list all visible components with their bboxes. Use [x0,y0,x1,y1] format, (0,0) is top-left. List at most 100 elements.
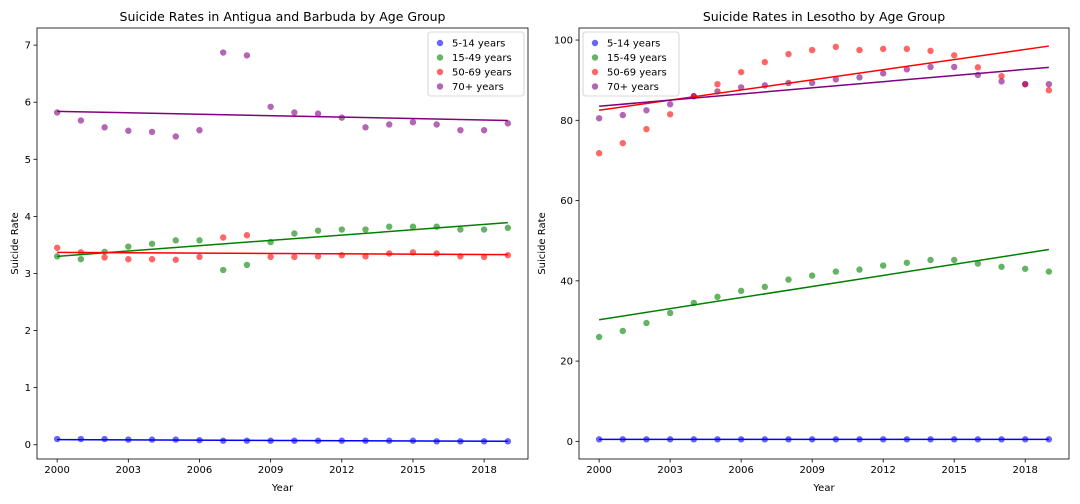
data-point-50-69-years [314,253,322,260]
data-point-50-69-years [125,255,132,263]
data-point-15-49-years [291,230,298,237]
data-point-70-years [1045,80,1053,88]
trend-line-50-69-years [57,251,508,256]
series-70-years [595,63,1053,122]
trend-line-15-49-years [57,221,508,258]
data-point-70-years [737,84,745,91]
data-point-15-49-years [595,333,603,341]
y-tick-label: 0 [567,437,573,448]
data-point-70-years [101,124,108,131]
data-point-70-years [125,127,132,134]
data-point-70-years [172,133,179,140]
data-point-50-69-years [737,68,745,76]
x-axis-label: Year [271,483,294,494]
legend-label: 70+ years [607,82,659,93]
x-tick-label: 2000 [44,465,69,476]
data-point-15-49-years [950,256,958,264]
data-point-50-69-years [338,252,345,259]
data-point-15-49-years [1045,268,1053,275]
chart-lesotho: Suicide Rates in Lesotho by Age Group Ye… [537,9,1070,494]
data-point-15-49-years [927,256,934,264]
data-point-50-69-years [196,253,203,261]
data-point-70-years [903,66,911,73]
data-point-15-49-years [856,266,863,273]
x-tick-label: 2015 [400,465,425,476]
data-point-70-years [950,63,958,71]
legend-marker-5-14-years [436,39,444,47]
x-tick-label: 2006 [728,465,753,476]
series-50-69-years [53,232,512,263]
data-point-15-49-years [879,262,887,269]
data-point-70-years [666,101,674,108]
y-tick-label: 80 [560,116,573,127]
legend-label: 15-49 years [607,53,667,64]
series-70-years [53,49,512,140]
legend-marker-50-69-years [436,68,444,76]
data-point-15-49-years [714,293,721,301]
data-point-70-years [879,70,887,77]
data-point-15-49-years [832,268,840,275]
legend-label: 5-14 years [607,39,660,50]
data-point-15-49-years [457,226,464,233]
data-point-70-years [433,121,440,128]
trend-line-5-14-years [57,438,508,443]
data-point-50-69-years [172,256,179,263]
data-point-50-69-years [504,252,512,259]
legend-marker-15-49-years [436,54,444,61]
data-point-70-years [314,110,322,117]
data-point-50-69-years [808,46,816,54]
y-tick-label: 60 [560,196,573,207]
data-point-15-49-years [77,255,85,263]
trend-line-70-years [57,110,508,122]
series-15-49-years [595,256,1053,341]
data-point-70-years [504,120,512,127]
x-tick-label: 2003 [657,465,682,476]
data-point-15-49-years [737,287,745,295]
series-15-49-years [53,223,512,274]
y-tick-label: 7 [25,41,31,52]
data-point-50-69-years [291,253,298,261]
y-tick-label: 100 [554,36,573,47]
legend-marker-70-years [591,83,599,90]
trend-line-70-years [599,66,1049,108]
data-point-70-years [267,103,274,110]
x-tick-label: 2009 [258,465,283,476]
data-point-50-69-years [101,254,108,261]
legend-label: 5-14 years [452,39,505,50]
data-point-70-years [148,128,156,136]
data-point-15-49-years [196,237,203,244]
data-point-70-years [53,109,61,116]
data-point-50-69-years [619,139,626,147]
data-point-50-69-years [832,43,840,51]
data-point-5-14-years [53,435,61,443]
data-point-70-years [243,52,251,59]
data-point-15-49-years [338,226,345,233]
y-tick-label: 5 [25,155,31,166]
data-point-50-69-years [243,232,251,239]
legend-box [427,31,525,97]
legend: 5-14 years 15-49 years 50-69 years 70+ year… [427,31,525,97]
legend-label: 50-69 years [607,68,667,79]
chart-title: Suicide Rates in Antigua and Barbuda by … [120,9,446,24]
data-point-50-69-years [714,80,721,88]
data-point-50-69-years [433,250,440,257]
data-point-70-years [480,126,488,134]
chart-antigua-and-barbuda: Suicide Rates in Antigua and Barbuda by … [10,9,529,494]
x-tick-label: 2000 [586,465,611,476]
data-point-50-69-years [666,111,674,118]
plot-frame [36,27,529,460]
y-axis-label: Suicide Rate [537,212,548,274]
data-point-50-69-years [267,253,274,261]
data-point-70-years [595,115,603,122]
data-point-70-years [409,118,417,126]
data-point-15-49-years [998,263,1005,270]
y-tick-label: 2 [25,326,31,337]
data-point-15-49-years [785,276,792,283]
data-point-70-years [362,124,369,131]
data-point-50-69-years [950,52,958,59]
data-point-15-49-years [125,243,132,250]
data-point-15-49-years [974,260,982,267]
y-axis-label: Suicide Rate [10,212,21,274]
x-tick-label: 2012 [870,465,895,476]
